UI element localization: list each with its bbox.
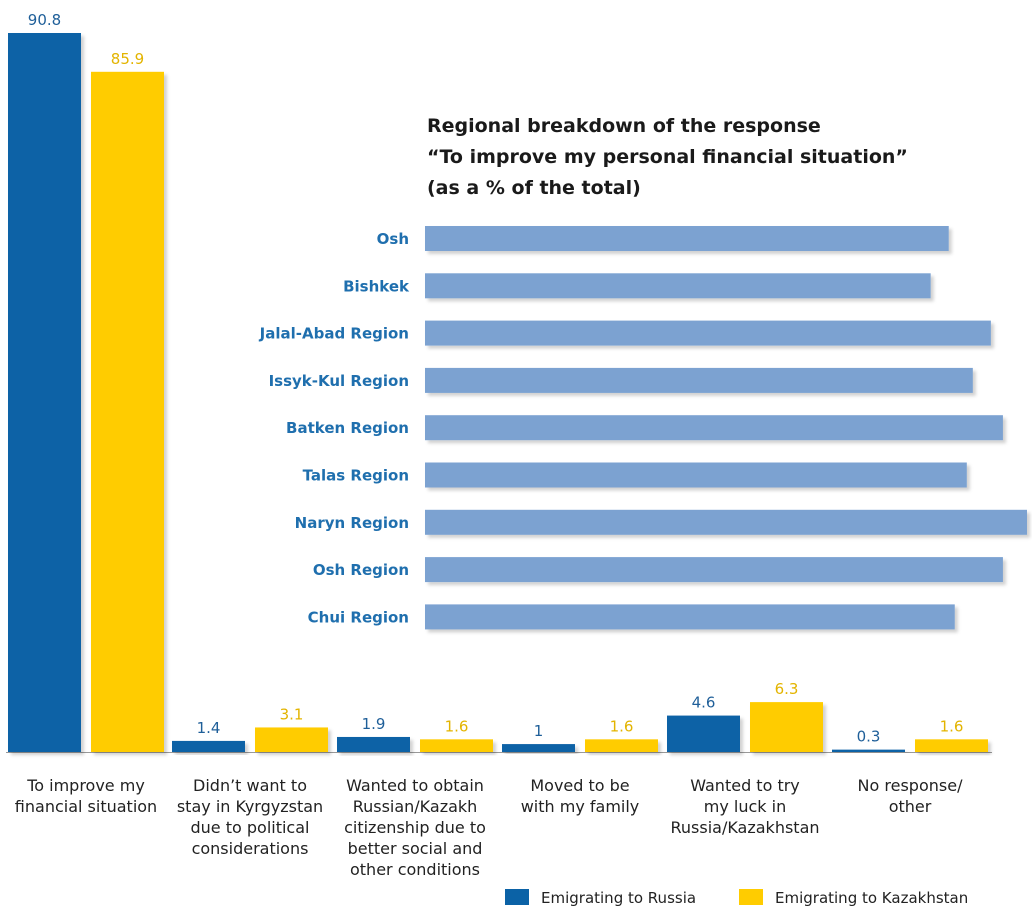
region-bar-8 <box>425 604 955 630</box>
region-bar-4 <box>425 415 1003 441</box>
bar-russia-3 <box>502 744 575 752</box>
value-label-kazakhstan-3: 1.6 <box>610 717 634 735</box>
value-label-kazakhstan-2: 1.6 <box>445 717 469 735</box>
legend-label-russia: Emigrating to Russia <box>541 889 696 907</box>
region-label-5: Talas Region <box>303 467 409 485</box>
region-bar-5 <box>425 462 967 488</box>
category-label-5: No response/other <box>858 776 964 816</box>
bar-kazakhstan-4 <box>750 702 823 752</box>
value-label-kazakhstan-4: 6.3 <box>775 680 799 698</box>
value-label-kazakhstan-0: 85.9 <box>111 50 144 68</box>
region-label-6: Naryn Region <box>295 514 409 532</box>
regional-breakdown-chart: Regional breakdown of the response “To im… <box>259 115 1027 630</box>
value-label-kazakhstan-1: 3.1 <box>280 705 304 723</box>
value-label-russia-0: 90.8 <box>28 11 61 29</box>
value-label-russia-1: 1.4 <box>197 719 221 737</box>
value-label-russia-4: 4.6 <box>692 694 716 712</box>
region-bar-0 <box>425 226 949 251</box>
region-label-0: Osh <box>377 230 409 248</box>
region-bar-2 <box>425 320 991 346</box>
region-bar-3 <box>425 367 973 393</box>
main-value-labels: 90.8 1.4 1.9 1 4.6 0.3 85.9 3.1 1.6 1.6 6.3 1.6 <box>28 11 964 746</box>
regional-title-line-1: “To improve my personal financial situat… <box>427 146 908 168</box>
legend-swatch-kazakhstan <box>739 889 763 905</box>
bar-kazakhstan-3 <box>585 739 658 752</box>
region-bar-6 <box>425 509 1027 535</box>
category-label-1: Didn’t want to stay in Kyrgyzstan due to p… <box>177 776 323 858</box>
bar-russia-2 <box>337 736 410 752</box>
category-label-4: Wanted to try my luck in Russia/Kazakhstan <box>670 776 819 837</box>
category-label-2: Wanted to obtain Russian/Kazakh citizenshi… <box>344 776 486 879</box>
value-label-kazakhstan-5: 1.6 <box>940 717 964 735</box>
category-label-3: Moved to be with my family <box>521 776 640 816</box>
value-label-russia-3: 1 <box>534 722 544 740</box>
region-label-4: Batken Region <box>286 419 409 437</box>
region-bar-1 <box>425 273 931 299</box>
legend-swatch-russia <box>505 889 529 905</box>
region-label-8: Chui Region <box>308 608 409 626</box>
bar-kazakhstan-2 <box>420 739 493 752</box>
region-bars <box>425 226 1027 630</box>
region-bar-7 <box>425 557 1003 583</box>
region-label-2: Jalal-Abad Region <box>259 325 409 343</box>
main-bar-chart <box>6 33 992 753</box>
legend: Emigrating to Russia Emigrating to Kazakh… <box>505 889 968 907</box>
region-label-7: Osh Region <box>313 561 409 579</box>
regional-chart-title: Regional breakdown of the response “To im… <box>427 115 908 199</box>
main-category-labels: To improve my financial situation Didn’t w… <box>15 776 963 879</box>
value-label-russia-2: 1.9 <box>362 715 386 733</box>
region-label-3: Issyk-Kul Region <box>269 372 409 390</box>
bar-russia-5 <box>832 749 905 752</box>
bar-russia-0 <box>8 33 81 752</box>
category-label-0: To improve my financial situation <box>15 776 157 816</box>
bar-kazakhstan-5 <box>915 739 988 752</box>
legend-label-kazakhstan: Emigrating to Kazakhstan <box>775 889 968 907</box>
value-label-russia-5: 0.3 <box>857 728 881 746</box>
bar-russia-1 <box>172 740 245 752</box>
region-label-1: Bishkek <box>343 277 410 295</box>
regional-title-line-2: (as a % of the total) <box>427 177 641 199</box>
regional-title-line-0: Regional breakdown of the response <box>427 115 821 137</box>
bar-russia-4 <box>667 715 740 752</box>
bar-kazakhstan-0 <box>91 71 164 752</box>
bar-kazakhstan-1 <box>255 727 328 752</box>
region-labels: Osh Bishkek Jalal-Abad Region Issyk-Kul Reg… <box>259 230 410 626</box>
